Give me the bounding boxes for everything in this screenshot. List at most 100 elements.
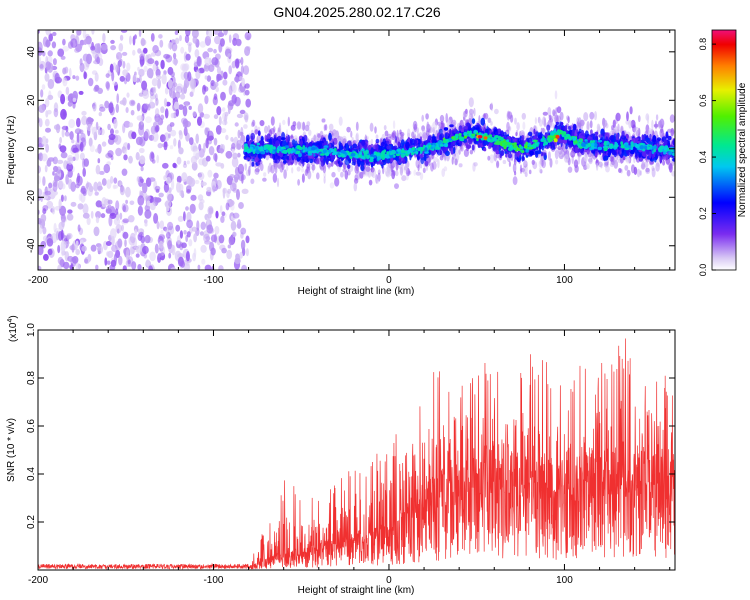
spectrogram-cell: [228, 65, 232, 75]
spectrogram-cell: [204, 95, 209, 105]
spectrogram-cell: [375, 138, 380, 144]
spectrogram-cell: [195, 133, 199, 144]
spectrogram-cell: [155, 68, 161, 77]
spectrogram-cell: [181, 172, 188, 183]
spectrogram-cell: [231, 156, 239, 168]
spectrogram-cell: [567, 141, 572, 146]
spectrogram-cell: [214, 233, 217, 244]
spectrogram-cell: [659, 156, 662, 164]
spectrogram-cell: [538, 119, 543, 127]
spectrogram-cell: [116, 52, 123, 60]
spectrogram-cell: [165, 231, 171, 239]
spectrogram-cell: [98, 170, 105, 175]
spectrogram-cell: [236, 223, 242, 229]
spectrogram-cell: [667, 135, 672, 141]
spectrogram-cell: [515, 132, 518, 137]
spectrogram-cell: [128, 122, 134, 128]
spectrogram-cell: [76, 43, 83, 50]
spectrogram-cell: [413, 123, 417, 133]
spectrogram-cell: [231, 60, 236, 69]
spectrogram-cell: [178, 130, 183, 136]
spectrogram-cell: [496, 144, 500, 151]
spectrogram-cell: [339, 145, 343, 151]
spectrogram-cell: [220, 128, 227, 134]
spectrogram-cell: [125, 199, 128, 204]
spectrogram-cell: [71, 243, 75, 253]
spectrogram-cell: [82, 158, 86, 169]
spectrogram-cell: [154, 243, 159, 254]
spectrogram-cell: [205, 155, 211, 162]
spectrogram-cell: [517, 137, 521, 143]
spectrogram-cell: [144, 128, 150, 139]
spectrogram-cell: [291, 167, 294, 174]
spectrogram-cell: [315, 158, 320, 165]
spectrogram-cell: [145, 259, 150, 267]
spectrogram-cell: [210, 247, 216, 256]
spectrogram-cell: [296, 121, 302, 130]
spectrogram-cell: [140, 116, 144, 126]
spectrogram-cell: [129, 99, 136, 107]
spectrogram-cell: [496, 160, 500, 169]
spectrogram-cell: [469, 130, 472, 134]
spectrogram-cell: [140, 37, 146, 47]
spectrogram-cell: [53, 222, 57, 233]
spectrogram-cell: [221, 211, 226, 217]
spectrogram-cell: [584, 139, 588, 142]
spectrogram-cell: [667, 141, 671, 148]
spectrogram-cell: [671, 171, 675, 177]
spectrogram-cell: [495, 150, 500, 155]
spectrogram-cell: [142, 182, 148, 194]
spectrogram-cell: [578, 120, 584, 130]
spectrogram-cell: [218, 234, 225, 244]
spectrogram-cell: [153, 213, 159, 224]
spectrogram-cell: [390, 157, 394, 163]
spectrogram-cell: [424, 160, 429, 167]
spectrogram-cell: [515, 130, 519, 135]
spectrogram-cell: [127, 142, 131, 151]
spectrogram-cell: [487, 117, 492, 124]
spectrogram-cell: [317, 133, 321, 139]
spectrogram-cell: [566, 149, 570, 159]
spectrogram-cell: [86, 217, 91, 226]
spectrogram-cell: [205, 137, 209, 149]
spectrogram-cell: [493, 142, 499, 145]
spectrogram-cell: [38, 224, 43, 235]
spectrogram-cell: [94, 72, 99, 82]
spectrogram-cell: [80, 239, 84, 245]
spectrogram-cell: [371, 168, 377, 179]
spectrogram-cell: [139, 53, 145, 60]
spectrogram-cell: [170, 129, 177, 137]
spectrogram-cell: [590, 129, 593, 135]
spectrogram-cell: [275, 140, 280, 147]
spectrogram-cell: [349, 156, 353, 159]
spectrogram-cell: [254, 168, 260, 173]
spectrogram-cell: [639, 170, 642, 176]
spectrogram-cell: [588, 158, 593, 165]
spectrogram-cell: [105, 73, 110, 78]
spectrogram-cell: [111, 70, 115, 82]
spectrogram-cell: [38, 188, 43, 197]
spectrogram-cell: [215, 210, 219, 219]
spectrogram-cell: [367, 144, 372, 150]
spectrogram-cell: [167, 193, 174, 202]
spectrogram-cell: [467, 137, 473, 145]
spectrogram-cell: [618, 168, 622, 173]
spectrogram-cell: [421, 128, 426, 135]
spectrogram-cell: [61, 128, 65, 138]
spectrogram-cell: [44, 164, 48, 173]
spectrogram-cell: [234, 76, 240, 83]
spectrogram-cell: [540, 131, 543, 138]
spectrogram-cell: [218, 148, 225, 154]
spectrogram-cell: [514, 161, 517, 168]
spectrogram-cell: [567, 126, 572, 130]
spectrogram-cell: [331, 171, 336, 178]
spectrogram-cell: [420, 153, 423, 159]
spectrogram-cell: [573, 159, 579, 169]
spectrogram-cell: [409, 154, 412, 161]
spectrogram-cell: [564, 154, 569, 163]
spectrogram-cell: [272, 153, 275, 160]
spectrogram-cell: [62, 38, 66, 46]
spectrogram-cell: [365, 166, 371, 172]
spectrogram-cell: [405, 156, 408, 162]
spectrogram-cell: [218, 42, 223, 53]
